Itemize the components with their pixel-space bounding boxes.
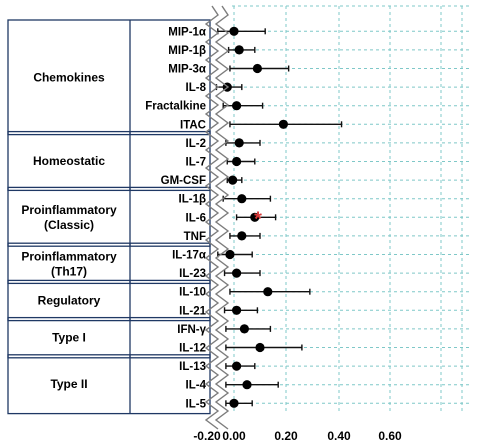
- group-box: [7, 354, 211, 415]
- cytokine-label: IL-6: [186, 212, 206, 224]
- group-box: [7, 130, 211, 192]
- point-estimate: [278, 119, 288, 129]
- cytokine-label: GM-CSF: [161, 175, 206, 187]
- cytokine-label: IL-13: [179, 361, 206, 373]
- group-label: Proinflammatory: [21, 203, 117, 217]
- cytokine-label: MIP-1α: [168, 26, 206, 38]
- cytokine-label: IL-5: [186, 398, 207, 410]
- point-estimate: [229, 398, 239, 408]
- cytokine-label: IL-12: [179, 343, 206, 355]
- grid-layer: [232, 5, 470, 414]
- cytokine-label: Fractalkine: [145, 101, 206, 113]
- x-tick-label: -0.20: [193, 429, 221, 443]
- data-marks: *: [215, 26, 343, 408]
- cytokine-label: IL-8: [186, 82, 207, 94]
- cytokine-label: IFN-γ: [177, 324, 206, 336]
- group-box: [7, 316, 211, 359]
- point-estimate: [242, 380, 252, 390]
- point-estimate: [234, 138, 244, 148]
- point-estimate: [255, 342, 265, 353]
- point-estimate: [237, 194, 247, 204]
- axis-break-zigzag: [204, 5, 220, 430]
- point-estimate: [228, 175, 238, 185]
- group-label: Type I: [52, 331, 86, 345]
- cytokine-label: MIP-3α: [168, 64, 206, 76]
- row-label-table: Chemokines MIP-1α MIP-1β MIP-3α IL-8 Fractalk…: [7, 19, 211, 415]
- point-estimate: [263, 287, 273, 297]
- group-label: Proinflammatory: [21, 249, 117, 263]
- x-tick-label: 0.20: [274, 429, 298, 443]
- cytokine-label: TNF: [184, 231, 206, 243]
- point-estimate: [229, 26, 239, 36]
- group-label: Homeostatic: [33, 154, 105, 168]
- point-estimate: [232, 305, 242, 315]
- group-label: (Th17): [51, 264, 87, 278]
- point-estimate: [232, 101, 242, 111]
- cytokine-label: IL-2: [186, 138, 206, 150]
- point-estimate: [252, 63, 262, 74]
- point-estimate: [232, 361, 242, 371]
- group-label: Type II: [50, 377, 87, 391]
- cytokine-label: IL-23: [179, 268, 206, 280]
- point-estimate: [225, 249, 235, 260]
- cytokine-label: ITAC: [180, 119, 206, 131]
- x-tick-label: 0.60: [378, 429, 402, 443]
- cytokine-label: MIP-1β: [168, 45, 206, 57]
- group-box: [7, 19, 211, 136]
- x-tick-label: 0.40: [327, 429, 351, 443]
- cytokine-label: IL-21: [179, 305, 206, 317]
- point-estimate: [232, 156, 242, 167]
- cytokine-label: IL-7: [186, 157, 206, 169]
- group-box: [7, 279, 211, 322]
- group-label: (Classic): [44, 218, 94, 232]
- cytokine-label: IL-1β: [179, 194, 206, 206]
- point-estimate: [234, 45, 244, 55]
- group-box: [7, 186, 211, 247]
- point-estimate: [239, 324, 249, 334]
- group-label: Chemokines: [33, 70, 105, 84]
- group-label: Regulatory: [38, 294, 101, 308]
- axis-break-zigzag: [214, 5, 230, 430]
- cytokine-label: IL-17α: [172, 250, 206, 262]
- x-axis: -0.20 0.00 0.20 0.40 0.60: [193, 5, 402, 443]
- significance-star: *: [254, 208, 262, 230]
- x-tick-label: 0.00: [222, 429, 246, 443]
- point-estimate: [250, 212, 260, 222]
- cytokine-label: IL-4: [186, 380, 207, 392]
- point-estimate: [237, 231, 247, 241]
- point-estimate: [232, 268, 242, 278]
- group-box: [7, 242, 211, 285]
- cytokine-label: IL-10: [179, 287, 206, 299]
